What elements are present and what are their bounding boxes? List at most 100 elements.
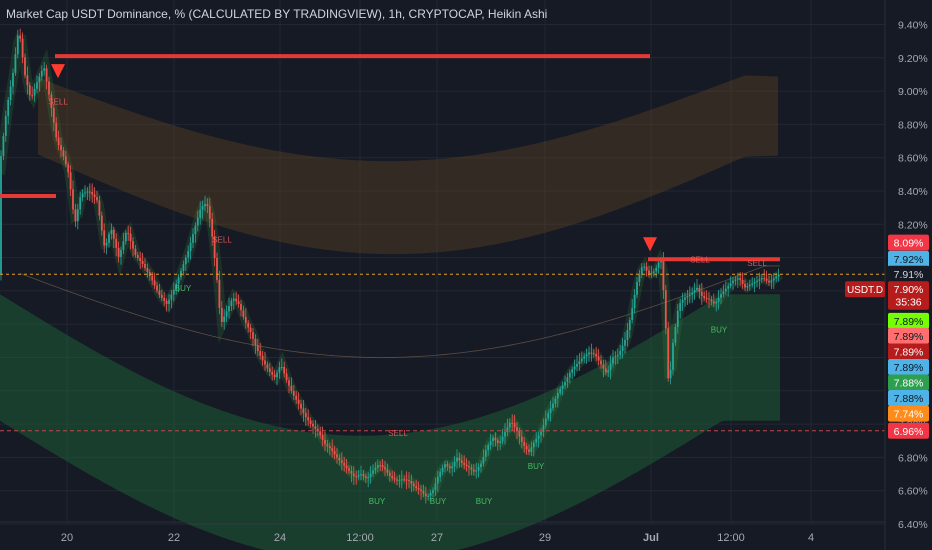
- candle-body: [177, 277, 180, 284]
- candle-body: [288, 380, 290, 386]
- candle-body: [36, 82, 38, 89]
- chart-title: Market Cap USDT Dominance, % (CALCULATED…: [6, 7, 548, 21]
- candle-body: [24, 57, 26, 76]
- candle-body: [434, 483, 437, 491]
- candle-body: [681, 300, 684, 303]
- price-label-box: [888, 293, 929, 310]
- candle-body: [552, 403, 554, 409]
- candle-body: [633, 294, 636, 309]
- candle-body: [88, 191, 91, 193]
- candle-body: [247, 322, 250, 328]
- ticker-label-box: [845, 281, 885, 298]
- candle-body: [223, 316, 226, 322]
- candle-body: [290, 385, 293, 392]
- candle-body: [549, 408, 552, 414]
- candle-body: [182, 264, 185, 271]
- moving-average-line: [19, 265, 780, 358]
- candle-body: [208, 205, 211, 219]
- price-label-text: 7.89%: [894, 316, 924, 328]
- candle-body: [0, 156, 2, 275]
- candle-body: [628, 320, 631, 331]
- signal-label: SELL: [212, 236, 232, 245]
- candle-body: [578, 361, 581, 364]
- candle-body: [141, 261, 144, 265]
- candle-body: [225, 311, 228, 317]
- candle-body: [300, 403, 302, 409]
- candle-body: [136, 255, 139, 259]
- candle-body: [64, 156, 67, 165]
- candle-body: [352, 473, 355, 477]
- candle-body: [662, 260, 665, 291]
- candle-body: [626, 330, 629, 341]
- candle-body: [266, 364, 269, 369]
- candle-body: [516, 427, 518, 432]
- candle-body: [235, 298, 238, 302]
- candle-body: [403, 479, 406, 481]
- candle-body: [424, 493, 427, 497]
- candle-body: [624, 340, 626, 346]
- candle-body: [158, 290, 161, 295]
- price-label-text: 7.88%: [894, 393, 924, 405]
- candle-body: [244, 316, 247, 323]
- candle-body: [192, 234, 194, 243]
- candle-body: [523, 441, 526, 447]
- candle-body: [448, 466, 451, 469]
- price-label-box: [888, 389, 929, 406]
- candle-body: [734, 279, 737, 281]
- price-label-text: 35:36: [895, 297, 921, 309]
- candle-body: [280, 366, 283, 368]
- candle-body: [194, 225, 197, 235]
- candle-body: [739, 278, 742, 280]
- candle-body: [211, 218, 214, 237]
- price-label-box: [888, 234, 929, 251]
- candle-body: [441, 467, 444, 472]
- candle-body: [285, 373, 288, 381]
- signal-label: BUY: [369, 497, 386, 506]
- price-label-box: [888, 250, 929, 267]
- candle-body: [777, 274, 780, 277]
- x-tick-label: 12:00: [346, 532, 374, 544]
- candle-body: [655, 267, 658, 272]
- signal-label: BUY: [528, 462, 545, 471]
- candle-body: [427, 495, 430, 497]
- candle-body: [297, 399, 300, 404]
- candle-body: [496, 440, 499, 443]
- candle-body: [108, 234, 110, 243]
- candle-body: [336, 454, 338, 458]
- candle-body: [590, 352, 593, 354]
- candle-body: [55, 122, 58, 138]
- candle-body: [559, 388, 562, 394]
- candle-body: [679, 302, 682, 311]
- candle-body: [636, 281, 638, 295]
- candle-body: [422, 490, 425, 494]
- candle-body: [338, 457, 341, 461]
- candle-body: [170, 294, 173, 300]
- candle-body: [753, 282, 756, 284]
- candle-body: [91, 192, 94, 195]
- candle-body: [547, 413, 550, 419]
- candle-body: [261, 355, 264, 361]
- candle-body: [206, 204, 209, 206]
- candle-body: [674, 326, 677, 343]
- x-tick-label: 27: [431, 532, 443, 544]
- candle-body: [751, 283, 754, 285]
- candle-body: [309, 420, 312, 424]
- price-label-text: 7.89%: [894, 347, 924, 359]
- candle-body: [117, 247, 120, 257]
- candle-body: [648, 270, 650, 275]
- y-tick-label: 9.00%: [898, 86, 928, 98]
- candle-body: [93, 194, 96, 198]
- candle-body: [259, 351, 262, 356]
- candle-body: [722, 291, 725, 295]
- candle-body: [700, 291, 703, 296]
- candle-body: [146, 267, 149, 272]
- candle-body: [540, 431, 542, 436]
- candle-body: [160, 294, 163, 298]
- candle-body: [189, 242, 192, 251]
- candle-body: [417, 488, 420, 490]
- upper-envelope-band: [38, 75, 778, 255]
- candle-body: [196, 217, 199, 226]
- candle-body: [580, 358, 583, 362]
- candle-body: [561, 385, 564, 389]
